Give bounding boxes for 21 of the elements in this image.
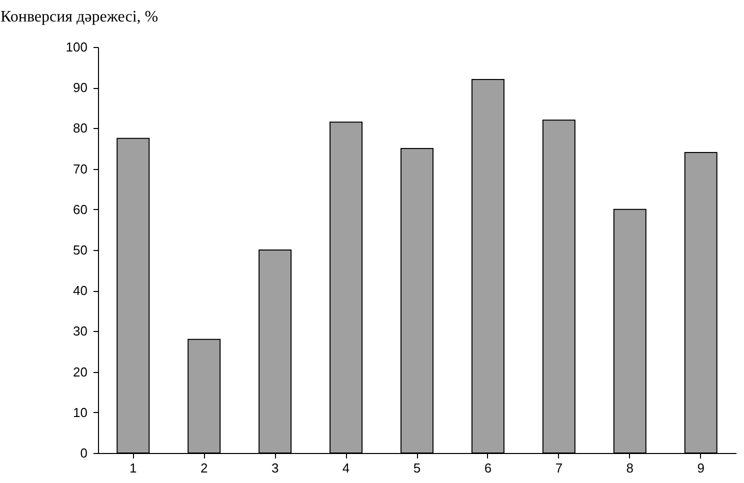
x-tick-label: 1 xyxy=(130,460,137,476)
x-tick-label: 5 xyxy=(413,460,421,476)
y-tick-label: 30 xyxy=(73,324,88,339)
y-tick-label: 90 xyxy=(73,80,88,96)
y-tick-label: 60 xyxy=(73,202,88,217)
x-tick-label: 9 xyxy=(697,460,704,476)
y-tick-label: 20 xyxy=(73,364,88,380)
y-tick-label: 10 xyxy=(73,404,88,420)
x-tick-label: 8 xyxy=(626,460,634,476)
x-tick-label: 4 xyxy=(342,460,350,476)
y-tick-label: 100 xyxy=(66,40,88,54)
y-tick-label: 70 xyxy=(73,161,88,176)
y-tick-label: 50 xyxy=(73,242,88,258)
x-tick-label: 3 xyxy=(271,460,279,476)
x-tick-label: 6 xyxy=(484,460,492,476)
y-tick-label: 80 xyxy=(73,120,88,136)
y-tick-label: 0 xyxy=(80,446,88,460)
y-axis-title: Конверсия дәрежесі, % xyxy=(0,8,158,26)
x-tick-label: 7 xyxy=(555,460,563,476)
y-tick-label: 40 xyxy=(73,283,88,298)
x-tick-label: 2 xyxy=(200,460,208,476)
